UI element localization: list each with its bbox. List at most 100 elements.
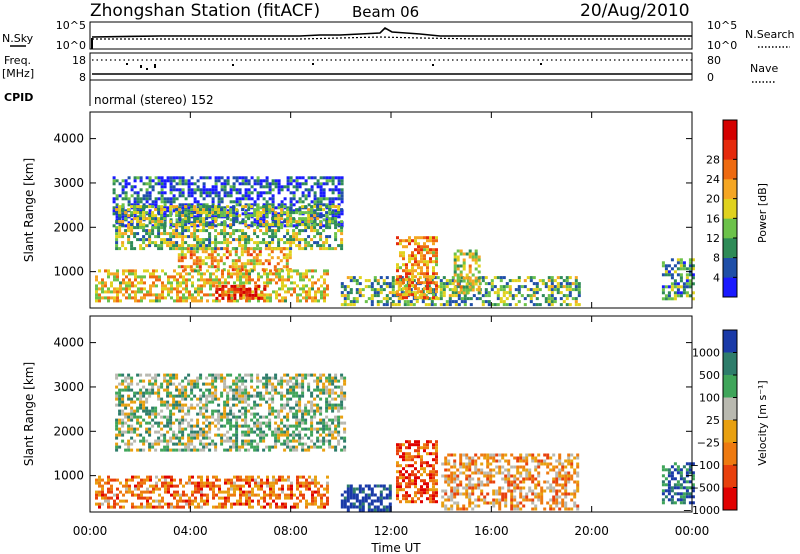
heat-cell <box>435 479 438 483</box>
heat-cell <box>256 197 260 201</box>
heat-cell <box>203 502 206 506</box>
heat-cell <box>376 288 380 292</box>
heat-cell <box>465 252 469 256</box>
heat-cell <box>385 508 389 512</box>
heat-cell <box>322 224 326 228</box>
heat-cell <box>187 182 191 186</box>
heat-cell <box>331 388 335 392</box>
heat-cell <box>145 194 149 198</box>
heat-cell <box>310 421 314 425</box>
heat-cell <box>295 182 299 186</box>
heat-cell <box>130 218 134 222</box>
heat-cell <box>229 200 233 204</box>
heat-cell <box>241 397 245 401</box>
heat-cell <box>269 490 272 494</box>
heat-cell <box>259 185 263 189</box>
heat-cell <box>121 373 125 377</box>
heat-cell <box>110 272 113 276</box>
heat-cell <box>183 253 187 257</box>
heat-cell <box>167 275 170 279</box>
heat-cell <box>456 477 460 481</box>
heat-cell <box>426 491 429 495</box>
heat-cell <box>287 496 290 500</box>
heat-cell <box>127 373 131 377</box>
heat-cell <box>188 505 191 509</box>
heat-cell <box>188 296 191 300</box>
heat-cell <box>187 421 191 425</box>
heat-cell <box>279 250 283 254</box>
heat-cell <box>691 258 695 262</box>
heat-cell <box>459 483 463 487</box>
heat-cell <box>127 382 131 386</box>
heat-cell <box>163 433 167 437</box>
heat-cell <box>223 238 227 242</box>
heat-cell <box>154 412 158 416</box>
heat-cell <box>289 238 293 242</box>
heat-cell <box>313 205 317 209</box>
heat-cell <box>361 508 365 512</box>
heat-cell <box>382 297 386 301</box>
heat-cell <box>121 185 125 189</box>
heat-cell <box>574 279 578 283</box>
heat-cell <box>226 182 230 186</box>
heat-cell <box>283 439 287 443</box>
heat-cell <box>408 440 411 444</box>
heat-cell <box>275 496 278 500</box>
heat-cell <box>292 439 296 443</box>
heat-cell <box>140 281 143 285</box>
heat-cell <box>181 433 185 437</box>
heat-cell <box>289 448 293 452</box>
heat-cell <box>317 290 320 294</box>
heat-cell <box>148 415 152 419</box>
heat-cell <box>142 379 146 383</box>
heat-cell <box>296 269 299 273</box>
heat-cell <box>272 290 275 294</box>
heat-cell <box>343 499 347 503</box>
heat-cell <box>481 279 485 283</box>
heat-cell <box>414 485 417 489</box>
heat-cell <box>95 496 98 500</box>
heat-cell <box>289 439 293 443</box>
heat-cell <box>193 229 197 233</box>
heat-cell <box>304 197 308 201</box>
heat-cell <box>274 220 278 224</box>
heat-cell <box>426 461 429 465</box>
heat-cell <box>248 481 251 485</box>
heat-cell <box>247 214 251 218</box>
heat-cell <box>505 297 509 301</box>
heat-cell <box>334 385 338 389</box>
heat-cell <box>115 421 119 425</box>
heat-cell <box>308 484 311 488</box>
heat-cell <box>414 284 417 288</box>
heat-cell <box>241 424 245 428</box>
heat-cell <box>247 427 251 431</box>
heat-cell <box>133 415 137 419</box>
heat-cell <box>349 496 353 500</box>
heat-cell <box>200 481 203 485</box>
heat-cell <box>286 206 290 210</box>
heat-cell <box>289 379 293 383</box>
heat-cell <box>320 296 323 300</box>
heat-cell <box>188 293 191 297</box>
heat-cell <box>301 238 305 242</box>
heat-cell <box>285 256 289 260</box>
heat-cell <box>454 300 458 304</box>
heat-cell <box>319 433 323 437</box>
heat-cell <box>265 445 269 449</box>
heat-cell <box>322 418 326 422</box>
heat-cell <box>544 297 548 301</box>
heat-cell <box>358 505 362 509</box>
heat-cell <box>199 397 203 401</box>
heat-cell <box>154 217 158 221</box>
heat-cell <box>505 291 509 295</box>
heat-cell <box>322 188 326 192</box>
heat-cell <box>130 397 134 401</box>
heat-cell <box>239 281 242 285</box>
heat-cell <box>274 436 278 440</box>
heat-cell <box>450 507 454 511</box>
heat-cell <box>238 191 242 195</box>
heat-cell <box>316 394 320 398</box>
heat-cell <box>293 269 296 273</box>
heat-cell <box>136 209 140 213</box>
heat-cell <box>275 272 278 276</box>
